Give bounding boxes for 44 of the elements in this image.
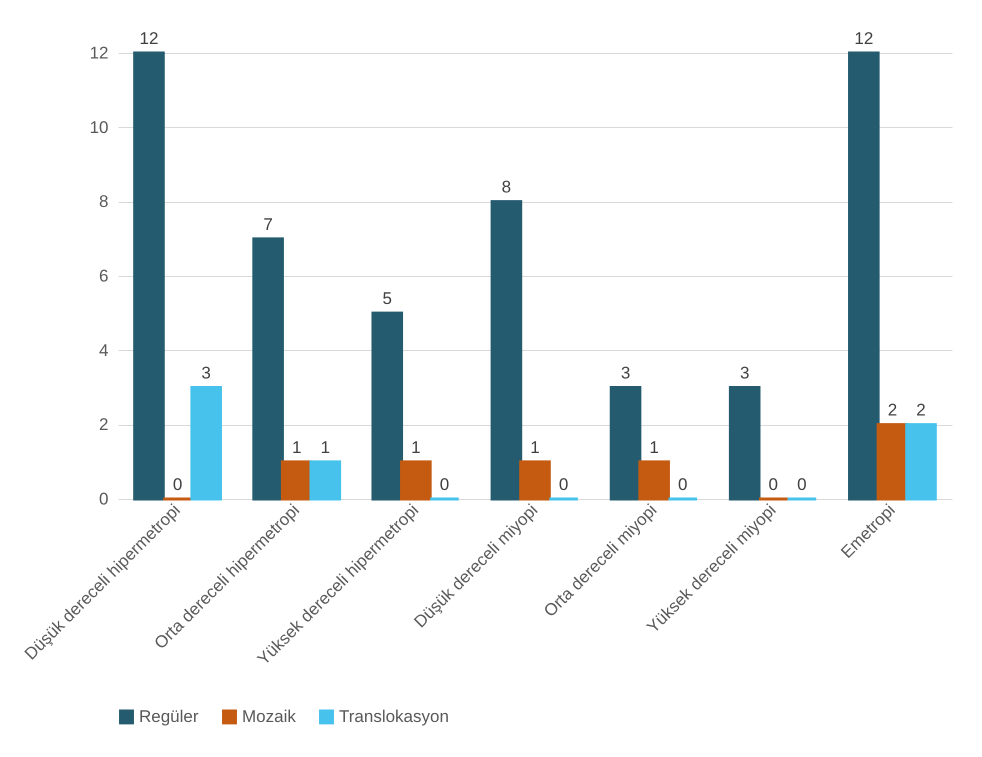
- bar: [848, 52, 880, 500]
- legend-label: Regüler: [139, 706, 199, 726]
- data-label: 1: [649, 438, 659, 457]
- data-label: 1: [411, 438, 421, 457]
- data-label: 12: [140, 29, 158, 48]
- data-label: 5: [382, 289, 392, 308]
- data-label: 12: [854, 29, 874, 48]
- data-label: 3: [620, 364, 630, 382]
- bar: [519, 460, 551, 500]
- legend-label: Mozaik: [242, 706, 296, 726]
- data-label: 1: [292, 438, 302, 457]
- data-label: 3: [740, 364, 750, 382]
- bar: [190, 386, 222, 500]
- bar: [400, 460, 432, 500]
- data-label: 1: [320, 438, 330, 457]
- y-tick-label: 12: [90, 44, 108, 62]
- data-label: 1: [530, 438, 540, 457]
- y-tick-label: 0: [99, 490, 108, 508]
- bar: [490, 200, 522, 500]
- y-tick-label: 6: [99, 266, 108, 286]
- data-label: 3: [201, 364, 211, 382]
- legend-label: Translokasyon: [339, 706, 449, 726]
- bar: [728, 386, 760, 500]
- data-label: 0: [558, 475, 568, 494]
- bar: [905, 423, 937, 500]
- data-label: 0: [797, 475, 807, 494]
- data-label: 0: [768, 475, 778, 494]
- y-tick-label: 10: [90, 118, 108, 137]
- y-tick-label: 2: [99, 415, 108, 434]
- y-tick-label: 4: [99, 340, 108, 360]
- data-label: 0: [172, 475, 182, 494]
- bar: [310, 460, 342, 500]
- bar: [610, 386, 642, 500]
- data-label: 2: [888, 400, 898, 420]
- data-label: 2: [916, 400, 926, 420]
- data-label: 7: [263, 214, 273, 234]
- data-label: 0: [440, 475, 450, 494]
- data-label: 0: [678, 475, 688, 494]
- bar: [133, 52, 165, 500]
- bar: [371, 312, 404, 500]
- y-tick-label: 8: [99, 192, 108, 212]
- bar: [638, 460, 670, 500]
- data-label: 8: [502, 178, 512, 197]
- bar: [252, 237, 284, 500]
